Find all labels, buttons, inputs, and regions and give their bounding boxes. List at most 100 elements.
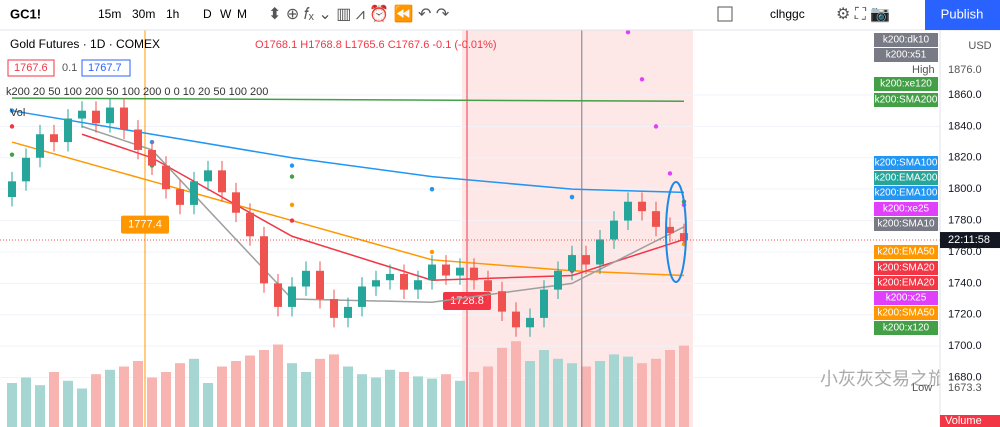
marker-box (121, 215, 169, 234)
legend-title: Gold Futures · 1D · COMEX (10, 37, 160, 51)
series-tag-bg (874, 261, 938, 275)
candle-body (260, 236, 268, 284)
axis-labels: 1680.0 1700.0 1720.0 1740.0 1760.0 1780.0 1800… (874, 33, 1000, 394)
low-value: 1673.3 (948, 382, 982, 394)
indicator-dot (569, 194, 575, 200)
tool-icons[interactable]: ⬍ ⊕ 𝑓ₓ ⌄ ▥ ⩘ ⏰ ⏪ ↶ ↷ (268, 4, 450, 23)
candle-body (498, 291, 506, 312)
indicator-dot (289, 163, 295, 168)
interval[interactable]: W (220, 7, 232, 21)
volume-bar (259, 350, 269, 427)
volume-bar (553, 358, 563, 427)
volume-bar (399, 372, 409, 427)
series-tag: k200:xe25 (883, 204, 930, 215)
volume-bar (301, 372, 311, 427)
publish-button[interactable] (925, 0, 1000, 30)
candle-body (120, 107, 128, 130)
y-tick-label: 1720.0 (948, 309, 982, 321)
volume-bar (287, 363, 297, 427)
series-tag-bg (874, 77, 938, 91)
volume-bar (609, 354, 619, 427)
series-tag: k200:SMA200 (875, 95, 938, 106)
volume-bar (119, 366, 129, 427)
indicator-dot (429, 186, 435, 192)
indicator-dot (639, 77, 645, 82)
candle-body (162, 165, 170, 190)
volume-bar (217, 366, 227, 427)
candle-body (8, 181, 16, 198)
publish-label[interactable]: Publish (941, 6, 984, 21)
interval[interactable]: M (237, 7, 247, 21)
interval[interactable]: 1h (166, 7, 179, 21)
candle-body (582, 255, 590, 265)
bid: 1767.6 (14, 62, 48, 74)
series-tag-bg (874, 171, 938, 185)
volume-bar (539, 350, 549, 427)
indicator-legend: k200 20 50 100 200 50 100 200 0 0 10 20 … (6, 86, 268, 98)
volume-bar (21, 377, 31, 427)
candle-body (540, 289, 548, 318)
series-tag: k200:SMA20 (877, 263, 935, 274)
y-tick-label: 1740.0 (948, 277, 982, 289)
volume-bar (679, 345, 689, 427)
series-tag: k200:SMA100 (875, 158, 938, 169)
series-tag: k200:xe120 (880, 79, 932, 90)
low-label: Low (912, 382, 932, 394)
interval[interactable]: 30m (132, 7, 155, 21)
candle-body (568, 255, 576, 271)
candle-body (302, 270, 310, 287)
volume-bar (203, 383, 213, 427)
volume-bar (63, 380, 73, 427)
ask-box[interactable] (81, 59, 131, 77)
volume-bar (483, 366, 493, 427)
candle-body (106, 107, 114, 124)
candle-body (288, 286, 296, 307)
symbol[interactable]: GC1! (10, 6, 41, 21)
indicator-dot (667, 171, 673, 176)
interval[interactable]: D (203, 7, 212, 21)
interval[interactable]: 15m (98, 7, 121, 21)
volume-tag-bg (940, 415, 1000, 427)
price-axis (940, 30, 1000, 427)
indicator-dot (9, 152, 15, 157)
volume-bar (231, 361, 241, 427)
volume-bar (497, 347, 507, 427)
indicator-line (11, 141, 685, 277)
candle-body (428, 264, 436, 281)
clock: 22:11:58 (948, 234, 990, 246)
indicator-dot (625, 29, 631, 35)
y-tick-label: 1840.0 (948, 120, 982, 132)
marker-label: 1777.4 (128, 219, 162, 231)
series-tag: k200:x120 (883, 323, 930, 334)
candle-body (456, 267, 464, 276)
volume-bar (273, 344, 283, 427)
series-tag-bg (874, 93, 938, 107)
series-tag-bg (874, 186, 938, 200)
volume-bar (329, 354, 339, 427)
series-tag: k200:EMA200 (875, 173, 938, 184)
volume-bar (91, 374, 101, 427)
y-tick-label: 1700.0 (948, 340, 982, 352)
indicator-dot (9, 124, 15, 129)
checkbox[interactable] (717, 6, 733, 22)
right-icons[interactable]: ⚙ ⛶ 📷 (836, 6, 890, 23)
candle-body (610, 220, 618, 240)
bid-box[interactable] (7, 59, 55, 77)
y-tick-label: 1760.0 (948, 246, 982, 258)
candle-body (680, 233, 688, 241)
candle-body (554, 270, 562, 290)
volume-bar (525, 361, 535, 427)
user[interactable]: clhggc (770, 7, 805, 21)
volume-bar (413, 376, 423, 427)
volume-tag: Volume (945, 415, 982, 427)
high-value: 1876.0 (948, 64, 982, 76)
volume-bar (595, 361, 605, 427)
volume-bar (385, 369, 395, 427)
series-tag: k200:x25 (886, 293, 927, 304)
candle-body (36, 134, 44, 158)
candle-body (22, 157, 30, 182)
candle-body (316, 270, 324, 300)
candle-body (624, 201, 632, 221)
candle-body (372, 280, 380, 287)
